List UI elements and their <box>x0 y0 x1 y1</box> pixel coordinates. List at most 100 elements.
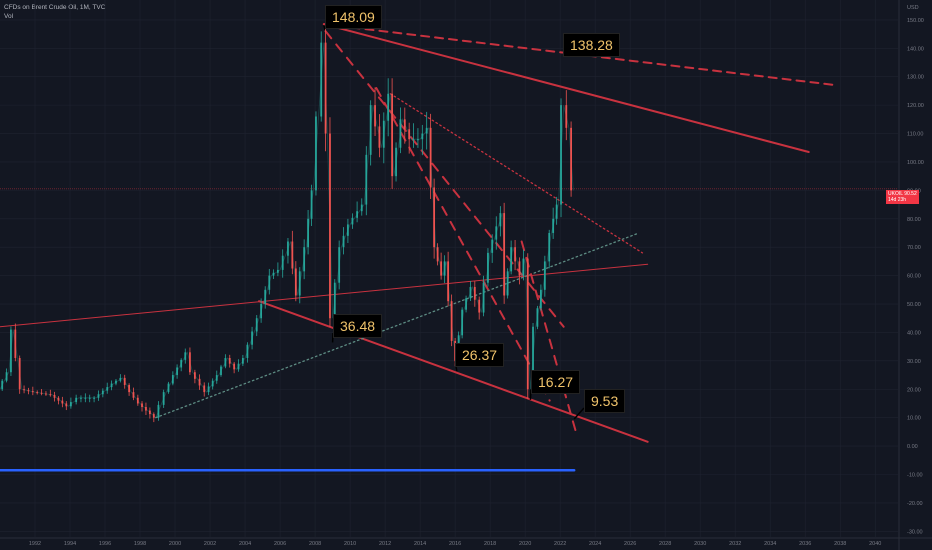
candle-body <box>193 372 196 379</box>
x-tick-label: 1992 <box>29 541 41 547</box>
x-tick-label: 2028 <box>659 541 671 547</box>
candle-body <box>36 392 39 394</box>
x-tick-label: 2018 <box>484 541 496 547</box>
y-tick-label: 0.00 <box>907 444 918 450</box>
candle-body <box>203 385 206 393</box>
candle-body <box>338 247 341 283</box>
candle-body <box>241 358 244 364</box>
candle-body <box>180 359 183 368</box>
candle-body <box>145 407 147 411</box>
candle-body <box>491 239 494 253</box>
y-tick-label: 100.00 <box>907 160 924 166</box>
candle-body <box>351 217 354 225</box>
x-tick-label: 2036 <box>799 541 811 547</box>
candle-body <box>110 383 113 388</box>
y-axis-unit-label: USD <box>907 5 919 11</box>
candle-body <box>251 331 253 345</box>
candle-body <box>382 120 385 148</box>
candle-body <box>157 404 160 418</box>
candle-body <box>324 42 327 134</box>
candle-body <box>514 247 516 262</box>
candle-body <box>482 282 485 313</box>
candle-body <box>510 247 513 272</box>
candle-body <box>440 261 443 276</box>
candle-body <box>268 275 271 290</box>
x-tick-label: 2040 <box>869 541 881 547</box>
candle-body <box>560 105 562 205</box>
y-tick-label: 20.00 <box>907 387 921 393</box>
y-tick-label: 110.00 <box>907 132 923 138</box>
y-tick-label: 70.00 <box>907 245 921 251</box>
candle-body <box>276 269 279 273</box>
candle-body <box>61 400 64 404</box>
candle-body <box>408 129 411 140</box>
candle-body <box>141 403 143 408</box>
callout-leader <box>573 407 585 420</box>
candle-body <box>115 380 117 384</box>
candle-body <box>443 261 446 276</box>
candle-body <box>10 329 12 373</box>
candle-body <box>228 358 231 364</box>
candle-body <box>333 282 336 319</box>
candle-body <box>53 394 56 398</box>
candle-body <box>255 318 258 332</box>
current-price-tag: UKOIL 90.52 14d 23h <box>886 190 919 204</box>
candle-body <box>387 93 390 121</box>
candle-body <box>272 272 275 276</box>
y-tick-label: 40.00 <box>907 330 921 336</box>
candle-body <box>119 377 122 381</box>
candle-body <box>176 367 178 376</box>
candle-body <box>298 271 301 296</box>
candle-body <box>487 252 489 283</box>
candle-body <box>27 390 30 392</box>
chart-title: CFDs on Brent Crude Oil, 1M, TVC <box>4 4 106 11</box>
candle-body <box>167 383 170 393</box>
candle-body <box>347 224 349 236</box>
candle-body <box>403 119 406 130</box>
x-tick-label: 2008 <box>309 541 321 547</box>
lower-channel-line <box>258 300 649 443</box>
y-tick-label: 30.00 <box>907 359 921 365</box>
candle-body <box>399 119 402 148</box>
candle-body <box>49 394 52 396</box>
candle-body <box>294 268 297 296</box>
price-tag-countdown: 14d 23h <box>888 197 907 203</box>
candle-body <box>433 187 436 248</box>
candle-body <box>360 204 363 212</box>
candle-body <box>425 127 428 134</box>
x-tick-label: 1998 <box>134 541 146 547</box>
callout-36-48: 36.48 <box>333 314 383 338</box>
candle-body <box>84 397 87 399</box>
dashed-decline-3 <box>520 240 577 433</box>
candle-body <box>148 410 151 415</box>
x-tick-label: 2030 <box>694 541 706 547</box>
candle-body <box>93 397 95 399</box>
callout-138-28: 138.28 <box>563 33 620 57</box>
candle-body <box>417 139 419 141</box>
candle-body <box>40 392 43 394</box>
candle-body <box>162 392 165 405</box>
x-tick-label: 2038 <box>834 541 846 547</box>
candle-body <box>88 397 91 399</box>
x-tick-label: 2034 <box>764 541 776 547</box>
x-tick-label: 2014 <box>414 541 426 547</box>
candle-body <box>31 391 34 393</box>
candle-body <box>469 286 472 299</box>
candle-body <box>378 126 381 148</box>
candle-body <box>198 378 201 386</box>
candle-body <box>291 241 294 269</box>
candle-body <box>495 226 498 240</box>
candle-body <box>171 375 174 384</box>
candle-body <box>436 247 439 262</box>
price-tag-symbol-price: UKOIL 90.52 <box>888 191 917 197</box>
candle-body <box>310 190 313 219</box>
candle-body <box>45 393 47 395</box>
x-axis: 1992 1994 1996 1998 2000 2002 2004 2006 2008 2010… <box>29 541 881 547</box>
y-tick-label: 150.00 <box>907 18 924 24</box>
candle-body <box>526 258 529 390</box>
x-tick-label: 2026 <box>624 541 636 547</box>
candle-body <box>506 271 509 296</box>
y-tick-label: 10.00 <box>907 416 921 422</box>
